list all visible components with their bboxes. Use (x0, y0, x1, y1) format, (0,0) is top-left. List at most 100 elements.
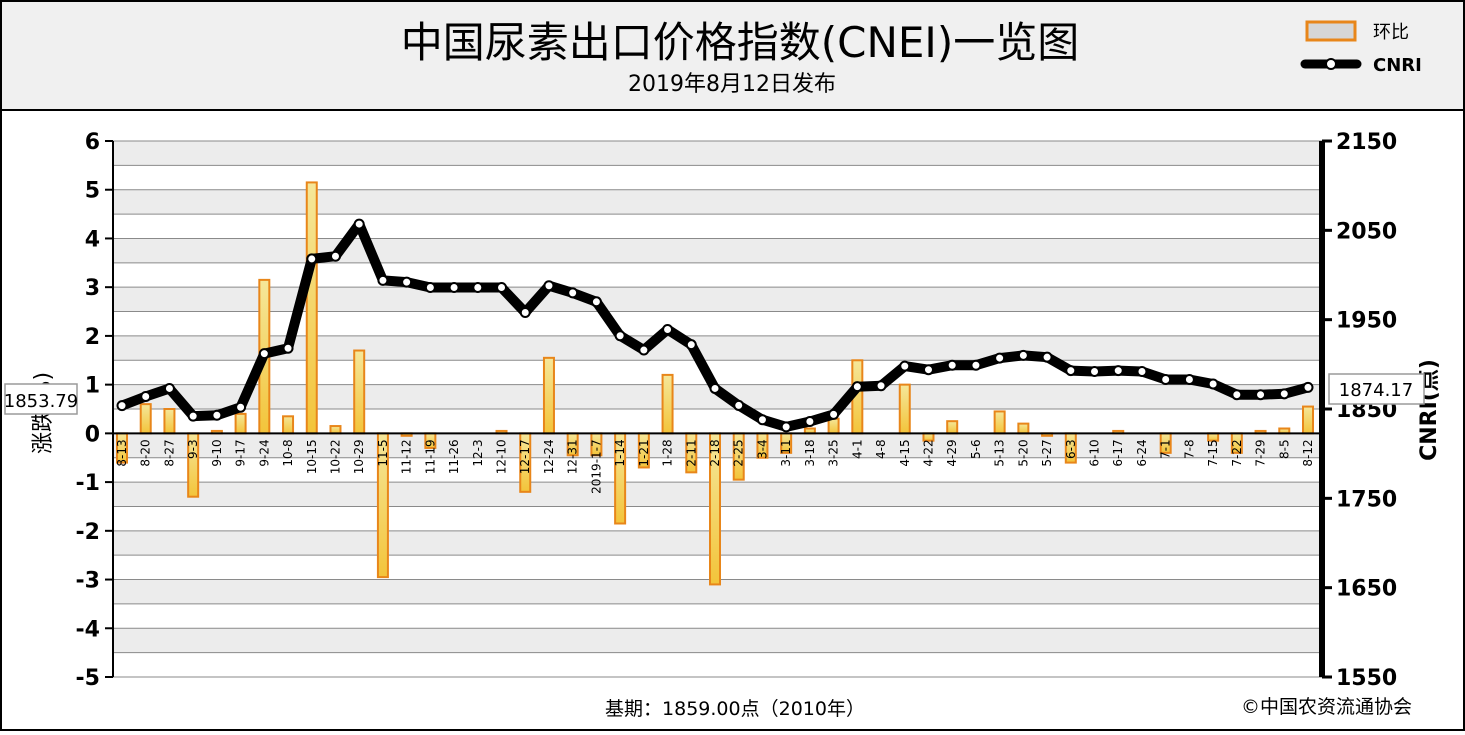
left-tick-label: 1 (85, 374, 100, 399)
x-tick-label: 7-1 (1159, 439, 1173, 459)
cnri-point (140, 390, 152, 402)
header-panel (0, 0, 1465, 111)
x-tick-label: 3-4 (755, 439, 769, 459)
x-tick-label: 9-3 (186, 439, 200, 459)
right-tick-label: 1650 (1336, 577, 1397, 602)
right-tick-label: 2150 (1336, 130, 1397, 155)
legend-line-label: CNRI (1373, 55, 1422, 76)
cnri-point (496, 282, 508, 294)
x-tick-label: 10-15 (305, 439, 319, 474)
x-tick-label: 11-26 (447, 439, 461, 474)
x-tick-label: 6-3 (1064, 439, 1078, 459)
grid-band (113, 238, 1322, 263)
grid-band (113, 141, 1322, 166)
left-tick-label: -1 (76, 471, 100, 496)
x-tick-label: 9-24 (257, 439, 271, 466)
legend-bar-label: 环比 (1373, 22, 1409, 43)
x-tick-label: 5-20 (1016, 439, 1030, 466)
cnri-point (187, 410, 199, 422)
x-tick-label: 5-27 (1040, 439, 1054, 466)
legend-line-marker (1325, 58, 1337, 70)
x-tick-label: 8-20 (139, 439, 153, 466)
cnri-point (448, 282, 460, 294)
x-tick-label: 5-6 (969, 439, 983, 459)
x-tick-label: 7-22 (1230, 439, 1244, 466)
x-tick-label: 4-8 (874, 439, 888, 459)
bar-mark (1302, 405, 1314, 435)
bar-mark (1017, 422, 1030, 435)
cnri-point (899, 360, 911, 372)
bar-mark (353, 349, 366, 435)
x-tick-label: 4-15 (898, 439, 912, 466)
cnri-point (116, 400, 128, 412)
x-tick-label: 8-27 (162, 439, 176, 466)
cnri-point (329, 250, 341, 262)
cnri-point (1231, 389, 1243, 401)
x-tick-label: 4-22 (921, 439, 935, 466)
x-tick-label: 4-1 (850, 439, 864, 459)
x-tick-label: 10-8 (281, 439, 295, 466)
cnri-point (353, 218, 365, 230)
x-tick-label: 8-12 (1301, 439, 1315, 466)
bar-mark (139, 403, 152, 435)
x-tick-label: 7-15 (1206, 439, 1220, 466)
bar-mark (282, 415, 295, 435)
start-value-label: 1853.79 (4, 391, 78, 412)
bar-mark (946, 420, 959, 435)
x-tick-label: 2-11 (684, 439, 698, 466)
cnri-point (1183, 374, 1195, 386)
left-tick-label: 3 (85, 276, 100, 301)
bar-mark (898, 383, 911, 435)
x-tick-label: 10-29 (352, 439, 366, 474)
cnri-point (424, 282, 436, 294)
x-tick-label: 6-17 (1111, 439, 1125, 466)
x-axis-labels: 8-13 8-20 8-27 9-3 9-10 9-17 9-24 10-8 10-15 10-2… (115, 439, 1315, 493)
x-tick-label: 9-17 (234, 439, 248, 466)
left-tick-label: -4 (76, 617, 100, 642)
x-tick-label: 8-5 (1277, 439, 1291, 459)
cnri-point (614, 330, 626, 342)
chart-subtitle: 2019年8月12日发布 (628, 72, 836, 97)
x-tick-label: 11-19 (423, 439, 437, 474)
bar-mark (542, 356, 555, 435)
x-tick-label: 7-29 (1254, 439, 1268, 466)
x-tick-label: 1-14 (613, 439, 627, 466)
left-tick-label: -5 (76, 666, 100, 691)
x-tick-label: 2-18 (708, 439, 722, 466)
bar-mark (163, 408, 176, 435)
grid-band (113, 189, 1322, 215)
x-tick-label: 12-10 (495, 439, 509, 474)
x-tick-label: 11-12 (400, 439, 414, 474)
cnri-point (1112, 365, 1124, 377)
left-axis-ticks: 6 5 4 3 2 1 0 -1 -2 -3 -4 -5 (76, 130, 113, 691)
x-tick-label: 1-21 (637, 439, 651, 466)
cnri-point (1160, 374, 1172, 386)
x-tick-label: 3-11 (779, 439, 793, 466)
cnri-point (922, 364, 934, 376)
cnri-point (709, 382, 721, 394)
end-value-box (1328, 373, 1425, 405)
bar-mark (993, 410, 1006, 435)
cnri-point (1041, 351, 1053, 363)
left-tick-label: -3 (76, 569, 100, 594)
cnri-point (780, 421, 792, 433)
x-tick-label: 11-5 (376, 439, 390, 466)
cnri-point (377, 274, 389, 286)
base-period-note: 基期：1859.00点（2010年） (605, 698, 865, 720)
cnri-point (804, 416, 816, 428)
cnri-point (685, 339, 697, 351)
left-tick-label: -2 (76, 520, 100, 545)
cnri-point (946, 359, 958, 371)
legend: 环比 CNRI (1300, 20, 1422, 76)
x-tick-label: 2-25 (732, 439, 746, 466)
cnri-point (733, 399, 745, 411)
cnri-point (994, 352, 1006, 364)
cnri-point (567, 287, 579, 299)
copyright-note: ©中国农资流通协会 (1241, 696, 1412, 718)
x-tick-label: 6-24 (1135, 439, 1149, 466)
x-tick-label: 8-13 (115, 439, 129, 466)
cnri-point (1255, 389, 1267, 401)
cnri-point (756, 414, 768, 426)
x-tick-label: 12-17 (518, 439, 532, 474)
